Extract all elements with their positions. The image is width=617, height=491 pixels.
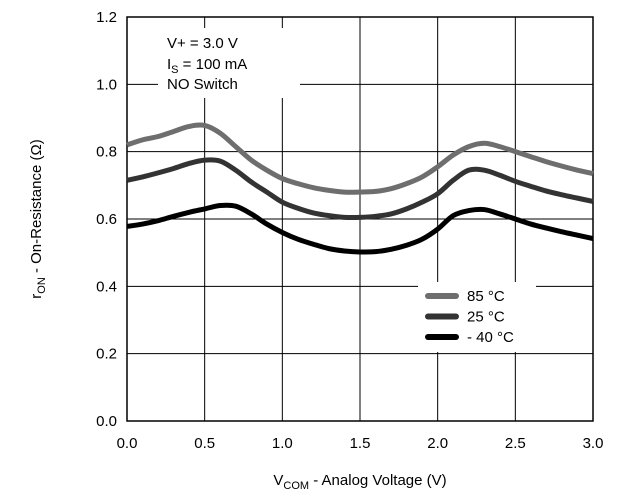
y-tick-label: 0.6 bbox=[96, 211, 117, 228]
x-axis-label: VCOM - Analog Voltage (V) bbox=[273, 472, 446, 491]
annotation-line-2-main: I bbox=[167, 56, 171, 73]
annotation-line-2-sub: S bbox=[171, 64, 178, 76]
x-tick-label: 3.0 bbox=[583, 435, 604, 452]
y-tick-label: 0.0 bbox=[96, 413, 117, 430]
annotation-background bbox=[158, 28, 300, 98]
x-axis-label-main: V bbox=[273, 472, 283, 489]
y-axis-label-sub: ON bbox=[36, 277, 48, 294]
legend-label: 25 °C bbox=[467, 309, 505, 326]
y-tick-label: 0.4 bbox=[96, 278, 117, 295]
y-tick-label: 0.8 bbox=[96, 144, 117, 161]
y-axis-label-rest: - On-Resistance (Ω) bbox=[28, 139, 45, 277]
legend-label: 85 °C bbox=[467, 288, 505, 305]
x-tick-label: 0.0 bbox=[117, 435, 138, 452]
x-tick-label: 2.5 bbox=[505, 435, 526, 452]
series-line-2 bbox=[126, 202, 594, 255]
x-tick-label: 2.0 bbox=[427, 435, 448, 452]
series-layer bbox=[126, 122, 594, 255]
y-tick-label: 1.0 bbox=[96, 76, 117, 93]
x-tick-label: 0.5 bbox=[194, 435, 215, 452]
annotation-line-1: V+ = 3.0 V bbox=[167, 35, 238, 52]
y-tick-label: 1.2 bbox=[96, 9, 117, 26]
y-axis-label: rON - On-Resistance (Ω) bbox=[28, 139, 48, 298]
series-line-1 bbox=[126, 157, 594, 220]
series-line-0 bbox=[126, 122, 594, 195]
annotation-line-3: NO Switch bbox=[167, 76, 238, 93]
legend: 85 °C 25 °C - 40 °C bbox=[418, 282, 536, 352]
annotation-line-2-rest: = 100 mA bbox=[179, 56, 248, 73]
y-tick-label: 0.2 bbox=[96, 346, 117, 363]
x-tick-label: 1.5 bbox=[350, 435, 371, 452]
x-axis-label-rest: - Analog Voltage (V) bbox=[309, 472, 447, 489]
legend-label: - 40 °C bbox=[467, 329, 514, 346]
x-axis-label-sub: COM bbox=[283, 480, 309, 491]
x-tick-label: 1.0 bbox=[272, 435, 293, 452]
y-axis-label-main: r bbox=[28, 294, 45, 299]
annotation-line-2: IS = 100 mA bbox=[167, 56, 247, 76]
tick-labels: 0.0 0.5 1.0 1.5 2.0 2.5 3.0 0.0 0.2 0.4 0.6 0.8 1.0 1… bbox=[96, 9, 603, 452]
